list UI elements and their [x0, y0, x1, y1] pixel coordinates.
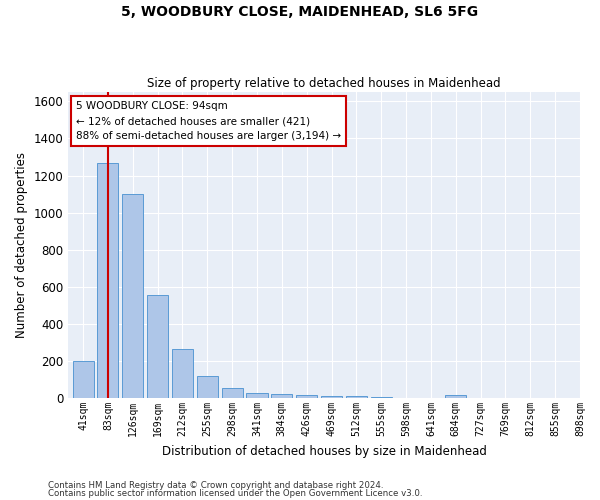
Bar	[296, 396, 317, 398]
Text: Contains public sector information licensed under the Open Government Licence v3: Contains public sector information licen…	[48, 488, 422, 498]
Title: Size of property relative to detached houses in Maidenhead: Size of property relative to detached ho…	[147, 76, 501, 90]
Bar	[97, 162, 118, 398]
Bar	[321, 396, 342, 398]
Text: 5, WOODBURY CLOSE, MAIDENHEAD, SL6 5FG: 5, WOODBURY CLOSE, MAIDENHEAD, SL6 5FG	[121, 5, 479, 19]
Bar	[371, 396, 392, 398]
Y-axis label: Number of detached properties: Number of detached properties	[15, 152, 28, 338]
Text: 5 WOODBURY CLOSE: 94sqm
← 12% of detached houses are smaller (421)
88% of semi-d: 5 WOODBURY CLOSE: 94sqm ← 12% of detache…	[76, 101, 341, 141]
Bar	[147, 295, 168, 398]
Bar	[271, 394, 292, 398]
Bar	[346, 396, 367, 398]
Bar	[445, 396, 466, 398]
Bar	[197, 376, 218, 398]
Text: Contains HM Land Registry data © Crown copyright and database right 2024.: Contains HM Land Registry data © Crown c…	[48, 481, 383, 490]
X-axis label: Distribution of detached houses by size in Maidenhead: Distribution of detached houses by size …	[161, 444, 487, 458]
Bar	[221, 388, 243, 398]
Bar	[73, 361, 94, 398]
Bar	[172, 349, 193, 398]
Bar	[122, 194, 143, 398]
Bar	[247, 392, 268, 398]
